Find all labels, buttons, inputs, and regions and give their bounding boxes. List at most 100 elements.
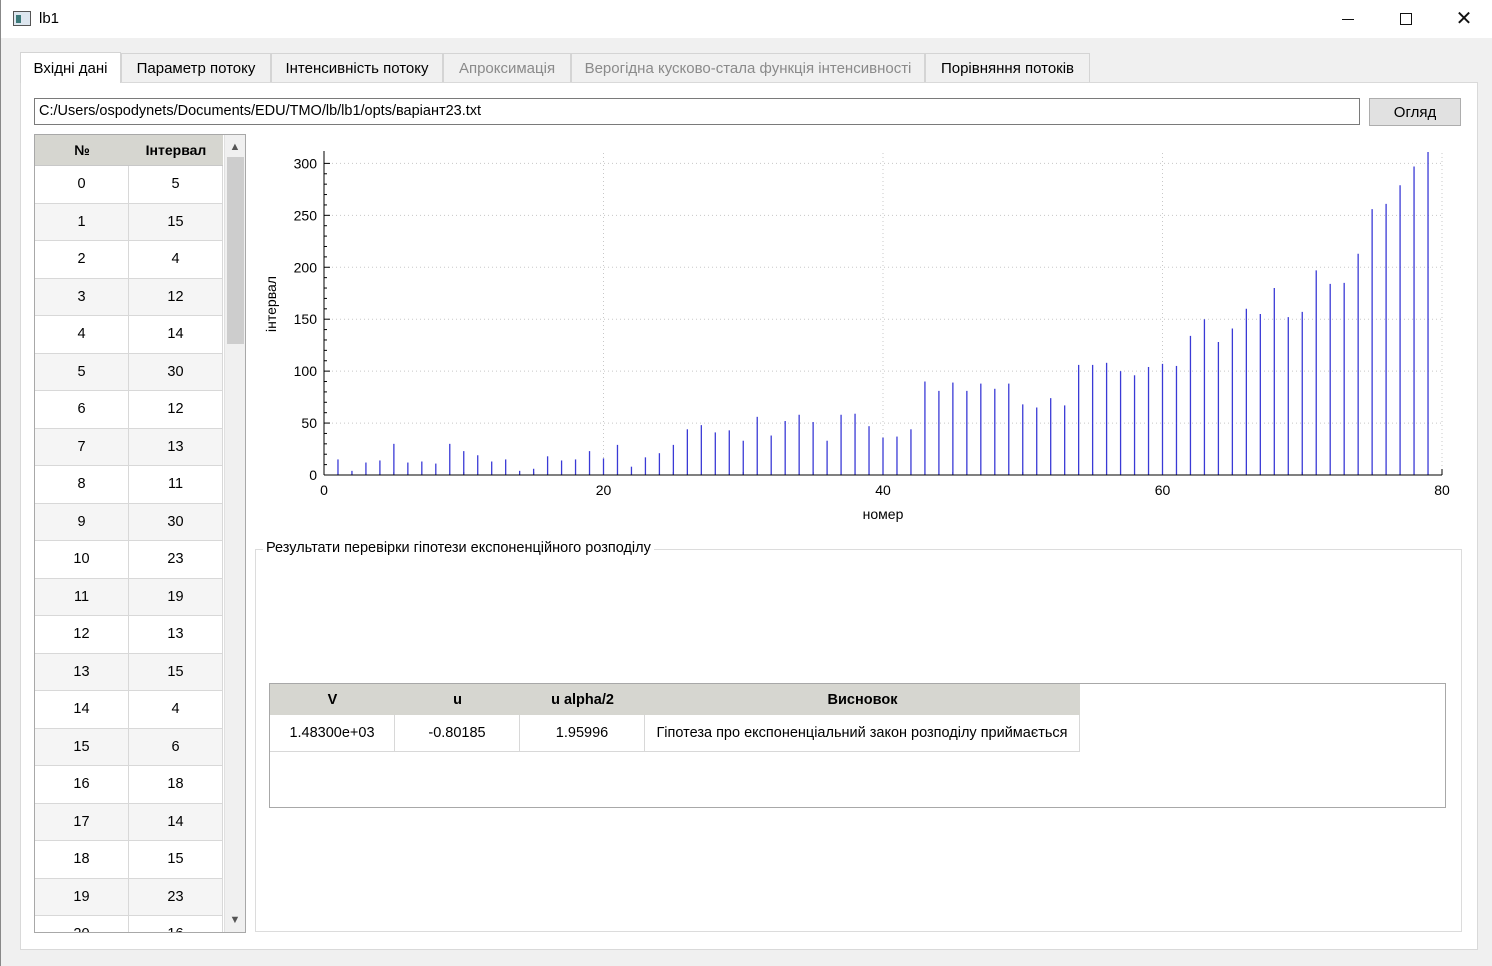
cell-interval: 4: [129, 241, 223, 278]
table-row[interactable]: 15 6: [35, 728, 223, 766]
intervals-table[interactable]: № Інтервал 0 5 1 15 2 4 3 12 4 14 5 30 6 12 7 13 8 11 9 30 1…: [34, 134, 246, 933]
results-grid: V u u alpha/2 Висновок 1.48300e+03 -0.80…: [270, 684, 1080, 752]
window-title: lb1: [39, 10, 60, 27]
tab-flow-comparison[interactable]: Порівняння потоків: [925, 53, 1090, 83]
column-header-conclusion[interactable]: Висновок: [827, 691, 898, 708]
cell-interval: 15: [129, 841, 223, 878]
x-axis-label: номер: [863, 506, 904, 522]
cell-number: 16: [35, 766, 129, 803]
tab-approximation[interactable]: Апроксимація: [443, 53, 571, 83]
maximize-button[interactable]: [1377, 0, 1435, 38]
result-u-alpha: 1.95996: [520, 715, 645, 751]
cell-interval: 23: [129, 541, 223, 578]
table-row[interactable]: 4 14: [35, 316, 223, 354]
cell-interval: 30: [129, 353, 223, 390]
cell-interval: 5: [129, 166, 223, 203]
result-conclusion: Гіпотеза про експоненціальний закон розп…: [645, 715, 1080, 751]
cell-number: 17: [35, 803, 129, 840]
table-row[interactable]: 11 19: [35, 578, 223, 616]
intervals-grid: № Інтервал 0 5 1 15 2 4 3 12 4 14 5 30 6 12 7 13 8 11 9 30 1…: [35, 135, 223, 932]
cell-interval: 23: [129, 878, 223, 915]
table-row[interactable]: 18 15: [35, 841, 223, 879]
table-row[interactable]: 12 13: [35, 616, 223, 654]
column-header-v[interactable]: V: [327, 691, 338, 708]
cell-interval: 19: [129, 578, 223, 615]
table-row[interactable]: 5 30: [35, 353, 223, 391]
hypothesis-results-group: [255, 549, 1462, 932]
tab-flow-intensity[interactable]: Інтенсивність потоку: [271, 53, 443, 83]
y-axis-label: інтервал: [263, 276, 279, 332]
cell-number: 12: [35, 616, 129, 653]
cell-number: 3: [35, 278, 129, 315]
table-row[interactable]: 8 11: [35, 466, 223, 504]
file-path-input[interactable]: C:/Users/ospodynets/Documents/EDU/TMO/lb…: [34, 98, 1360, 125]
cell-number: 14: [35, 691, 129, 728]
cell-number: 18: [35, 841, 129, 878]
cell-number: 1: [35, 203, 129, 240]
y-tick-label: 100: [294, 363, 318, 379]
tab-piecewise-intensity[interactable]: Верогідна кусково-стала функція інтенсив…: [571, 53, 925, 83]
cell-number: 9: [35, 503, 129, 540]
cell-interval: 15: [129, 203, 223, 240]
cell-number: 20: [35, 916, 129, 932]
intervals-chart: 0 20 40 60 80 0 50 100 150 200 250 300 номер інтервал: [263, 151, 1450, 522]
tab-input-data[interactable]: Вхідні дані: [20, 52, 121, 83]
cell-interval: 13: [129, 616, 223, 653]
cell-number: 4: [35, 316, 129, 353]
table-row[interactable]: 14 4: [35, 691, 223, 729]
cell-interval: 6: [129, 728, 223, 765]
column-header-number[interactable]: №: [74, 142, 90, 158]
cell-number: 13: [35, 653, 129, 690]
x-tick-label: 80: [1434, 482, 1450, 498]
table-row[interactable]: 2016: [35, 916, 223, 932]
cell-interval: 13: [129, 428, 223, 465]
cell-number: 5: [35, 353, 129, 390]
table-row[interactable]: 3 12: [35, 278, 223, 316]
cell-number: 15: [35, 728, 129, 765]
table-header: № Інтервал: [35, 135, 223, 166]
column-header-u-alpha[interactable]: u alpha/2: [551, 691, 614, 708]
table-row[interactable]: 1.48300e+03 -0.80185 1.95996 Гіпотеза пр…: [270, 715, 1080, 752]
table-row[interactable]: 16 18: [35, 766, 223, 804]
results-table[interactable]: V u u alpha/2 Висновок 1.48300e+03 -0.80…: [269, 683, 1446, 808]
close-button[interactable]: ✕: [1435, 0, 1492, 38]
table-row[interactable]: 17 14: [35, 803, 223, 841]
browse-button[interactable]: Огляд: [1369, 98, 1461, 126]
maximize-icon: [1400, 13, 1412, 25]
scroll-thumb[interactable]: [227, 157, 244, 344]
result-v: 1.48300e+03: [270, 715, 395, 751]
cell-number: 8: [35, 466, 129, 503]
cell-number: 19: [35, 878, 129, 915]
table-row[interactable]: 7 13: [35, 428, 223, 466]
table-row[interactable]: 9 30: [35, 503, 223, 541]
scroll-up-arrow-icon[interactable]: ▲: [229, 141, 241, 153]
cell-interval: 16: [129, 916, 223, 932]
table-row[interactable]: 6 12: [35, 391, 223, 429]
column-header-interval[interactable]: Інтервал: [145, 142, 207, 158]
table-row[interactable]: 1 15: [35, 203, 223, 241]
table-row[interactable]: 10 23: [35, 541, 223, 579]
title-bar[interactable]: lb1 ✕: [1, 0, 1492, 38]
cell-interval: 14: [129, 316, 223, 353]
y-tick-label: 200: [294, 259, 318, 275]
table-scrollbar[interactable]: ▲ ▼: [224, 135, 245, 932]
x-tick-label: 60: [1155, 482, 1171, 498]
app-icon: [13, 11, 31, 26]
tab-flow-parameter[interactable]: Параметр потоку: [121, 53, 271, 83]
y-tick-label: 300: [294, 155, 318, 171]
table-row[interactable]: 19 23: [35, 878, 223, 916]
table-row[interactable]: 13 15: [35, 653, 223, 691]
cell-interval: 12: [129, 391, 223, 428]
result-u: -0.80185: [395, 715, 520, 751]
cell-interval: 14: [129, 803, 223, 840]
cell-interval: 30: [129, 503, 223, 540]
column-header-u[interactable]: u: [453, 691, 462, 708]
minimize-button[interactable]: [1319, 0, 1377, 38]
cell-interval: 4: [129, 691, 223, 728]
y-tick-label: 0: [309, 467, 317, 483]
x-tick-label: 40: [875, 482, 891, 498]
scroll-down-arrow-icon[interactable]: ▼: [229, 914, 241, 926]
